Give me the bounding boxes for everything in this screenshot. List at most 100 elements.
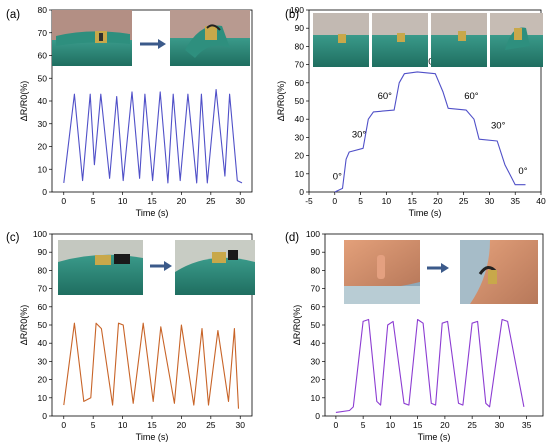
y-tick-label: 10 [311,393,321,403]
x-tick-label: 15 [407,196,417,206]
x-tick-label: 10 [118,420,128,430]
y-tick-label: 40 [38,338,48,348]
panel-c: (c) [6,232,20,244]
y-tick-label: 0 [299,187,304,197]
x-tick-label: 20 [177,196,187,206]
arrow-icon [140,39,166,49]
x-axis-title: Time (s) [409,208,442,218]
series-line [334,71,526,193]
panel-b: (b) [285,9,299,21]
panel-a: (a) [6,9,20,21]
y-tick-label: 60 [38,51,48,61]
angle-annotation: 60° [378,91,393,102]
y-axis-title: ΔR/R0(%) [276,81,286,122]
y-tick-label: 40 [38,96,48,106]
x-tick-label: 15 [147,196,157,206]
x-tick-label: -5 [305,196,313,206]
x-tick-label: 20 [433,196,443,206]
chart-2: 0 5 10 15 20 25 30 0 10 20 30 40 50 60 70 80 90 100 Time (… [19,229,253,442]
y-tick-label: 50 [295,96,305,106]
y-tick-label: 90 [38,247,48,257]
y-tick-label: 70 [38,284,48,294]
x-tick-label: 5 [361,420,366,430]
y-tick-label: 100 [290,5,304,15]
x-tick-label: 35 [510,196,520,206]
y-tick-label: 50 [38,73,48,83]
y-tick-label: 20 [38,375,48,385]
y-tick-label: 30 [311,356,321,366]
photo-elbow-straight [344,240,420,304]
y-tick-label: 90 [311,247,321,257]
x-tick-label: 0 [61,196,66,206]
y-tick-label: 100 [306,229,320,239]
x-tick-label: 40 [536,196,546,206]
y-tick-label: 10 [295,169,305,179]
x-tick-label: 30 [236,196,246,206]
y-tick-label: 90 [295,23,305,33]
x-axis-title: Time (s) [136,432,169,442]
y-axis-title: ΔR/R0(%) [19,81,29,122]
x-tick-label: 10 [118,196,128,206]
y-tick-label: 50 [311,320,321,330]
x-tick-label: 0 [332,196,337,206]
x-tick-label: 5 [91,420,96,430]
photo-finger-0deg [313,13,369,67]
x-tick-label: 30 [485,196,495,206]
photo-elbow-bent [460,240,538,304]
panel-label-c: (c) [6,232,20,244]
y-tick-label: 30 [295,132,305,142]
photo-finger-bent [170,10,250,66]
x-tick-label: 25 [467,420,477,430]
x-tick-label: 5 [358,196,363,206]
y-tick-label: 70 [311,284,321,294]
arrow-icon [427,263,449,273]
y-tick-label: 20 [295,151,305,161]
x-tick-label: 20 [440,420,450,430]
panel-label-b: (b) [285,9,299,21]
y-tick-label: 80 [311,265,321,275]
y-tick-label: 30 [38,119,48,129]
x-tick-label: 0 [334,420,339,430]
y-tick-label: 0 [42,187,47,197]
y-tick-label: 30 [38,356,48,366]
y-tick-label: 10 [38,393,48,403]
series-line [63,89,243,184]
y-tick-label: 40 [295,114,305,124]
y-tick-label: 80 [38,265,48,275]
angle-annotation: 0° [333,171,342,182]
x-tick-label: 10 [386,420,396,430]
angle-annotation: 30° [491,120,506,131]
y-tick-label: 80 [295,41,305,51]
y-tick-label: 60 [295,78,305,88]
panel-label-d: (d) [285,232,299,244]
x-axis-title: Time (s) [418,432,451,442]
y-tick-label: 50 [38,320,48,330]
y-tick-label: 0 [42,411,47,421]
angle-annotation: 60° [464,91,479,102]
y-tick-label: 40 [311,338,321,348]
y-tick-label: 70 [295,60,305,70]
photo-wrist-straight [58,240,143,295]
x-tick-label: 20 [177,420,187,430]
x-tick-label: 25 [459,196,469,206]
photo-finger-30deg [372,13,428,67]
x-tick-label: 10 [382,196,392,206]
x-tick-label: 5 [91,196,96,206]
panel-d: (d) [285,232,299,244]
y-tick-label: 20 [38,142,48,152]
panel-label-a: (a) [6,9,20,21]
x-tick-label: 0 [61,420,66,430]
photo-wrist-bent [175,240,255,295]
arrow-icon [150,261,172,271]
x-tick-label: 15 [147,420,157,430]
x-tick-label: 25 [206,196,216,206]
y-tick-label: 0 [315,411,320,421]
angle-annotation: 0° [518,166,527,177]
y-axis-title: ΔR/R0(%) [19,305,29,346]
series-line [63,322,240,409]
x-tick-label: 30 [236,420,246,430]
y-tick-label: 10 [38,164,48,174]
y-tick-label: 60 [311,302,321,312]
photo-finger-straight [52,10,132,66]
